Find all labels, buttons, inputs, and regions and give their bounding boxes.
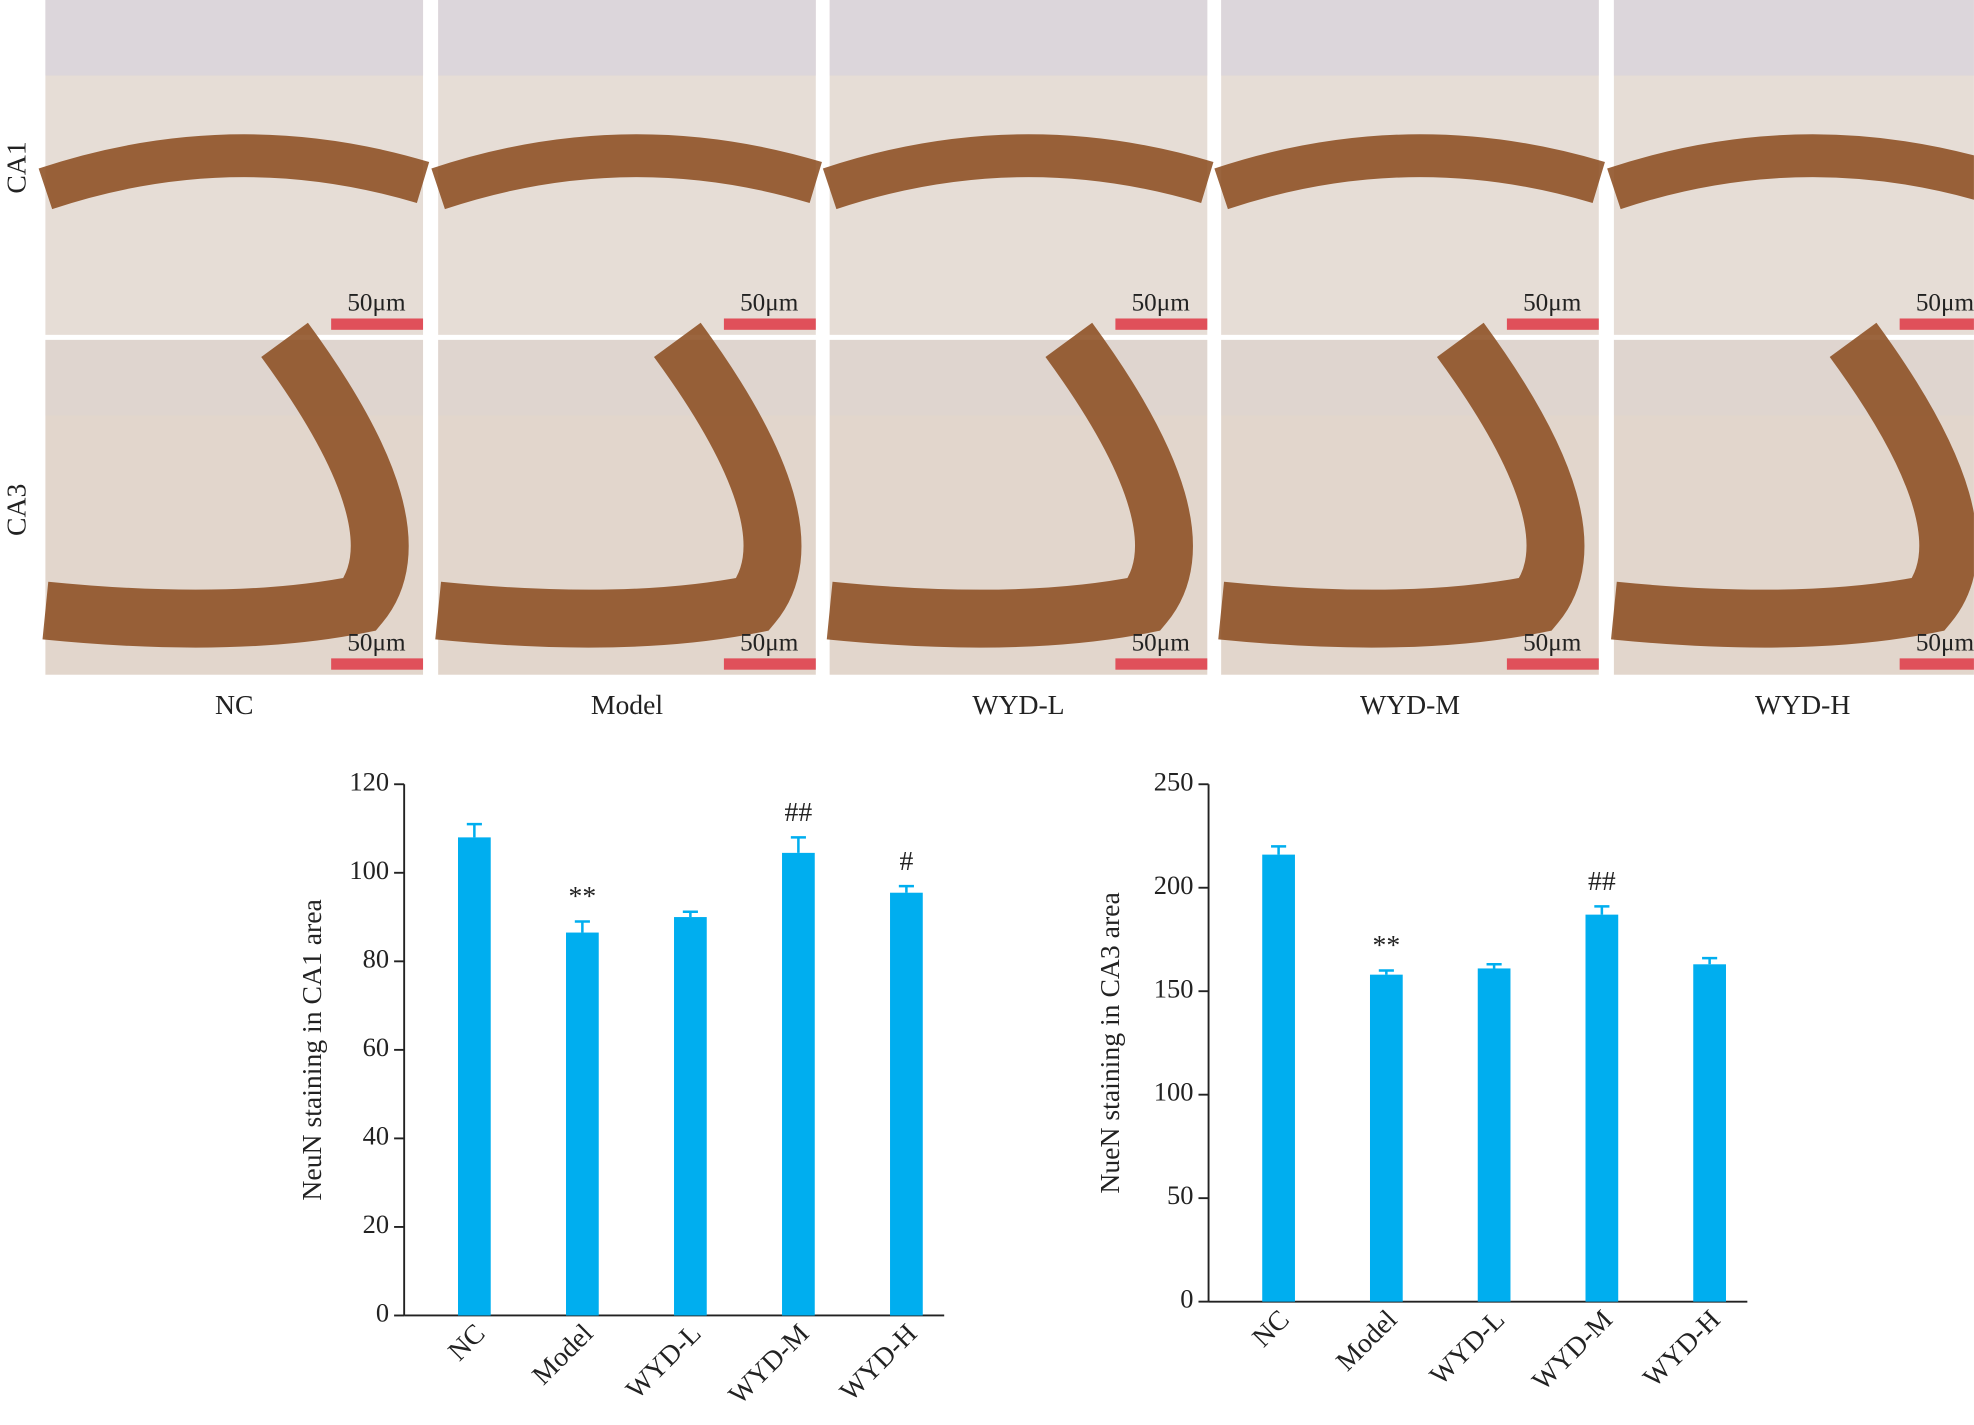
x-tick-label: WYD-M <box>1526 1304 1619 1397</box>
scale-bar-label: 50μm <box>347 289 406 316</box>
cell-layer <box>822 134 1214 210</box>
x-tick-label: WYD-H <box>833 1317 922 1406</box>
micrographs: 50μm 50μm 50μm 50μm 50μm 50μm 50μm 50μm 50μm 50μm <box>38 0 1974 675</box>
y-tick-label: 150 <box>1154 973 1194 1003</box>
y-axis-label: NueN staining in CA3 area <box>1094 892 1125 1193</box>
scale-bar <box>723 658 816 670</box>
scale-bar <box>1899 658 1974 670</box>
scale-bar <box>1115 658 1208 670</box>
micrograph-top <box>829 339 1208 416</box>
cell-layer <box>1607 134 1974 210</box>
y-tick-label: 60 <box>363 1032 389 1062</box>
micrograph-top <box>829 0 1208 76</box>
bar <box>1477 968 1511 1302</box>
y-tick-label: 120 <box>349 766 389 796</box>
bar <box>782 852 815 1316</box>
micrograph-top <box>45 339 424 416</box>
cell-layer <box>1611 322 1974 648</box>
error-bar <box>466 822 482 838</box>
error-bar <box>1271 845 1287 855</box>
x-tick-label: NC <box>442 1317 491 1366</box>
column-label: Model <box>591 689 664 720</box>
cell-layer <box>1214 134 1605 210</box>
column-label: WYD-L <box>972 689 1064 720</box>
scale-bar <box>1899 318 1974 330</box>
scale-bar <box>1506 658 1599 670</box>
scale-bar-label: 50μm <box>740 629 799 656</box>
significance-mark: ** <box>569 880 597 911</box>
scale-bar-label: 50μm <box>1916 629 1974 656</box>
scale-bar-label: 50μm <box>1523 289 1582 316</box>
x-tick-label: WYD-L <box>620 1317 707 1404</box>
bar <box>458 837 491 1316</box>
scale-bar-label: 50μm <box>1916 289 1974 316</box>
micrograph-top <box>1613 0 1974 76</box>
bar <box>674 917 707 1316</box>
scale-bar-label: 50μm <box>1132 629 1191 656</box>
error-bar <box>790 836 806 853</box>
x-tick-label: WYD-L <box>1423 1304 1510 1391</box>
y-tick-label: 100 <box>349 855 389 885</box>
scale-bar <box>1115 318 1208 330</box>
column-label: WYD-M <box>1360 689 1460 720</box>
row-label: CA3 <box>0 484 31 536</box>
bar <box>1585 914 1619 1302</box>
x-tick-label: WYD-H <box>1637 1304 1726 1393</box>
y-tick-label: 200 <box>1154 870 1194 900</box>
x-tick-label: Model <box>526 1317 599 1390</box>
micrograph-top <box>438 0 816 76</box>
x-tick-label: Model <box>1330 1303 1403 1376</box>
significance-mark: ## <box>1588 865 1616 896</box>
error-bar <box>574 920 590 933</box>
scale-bar <box>1506 318 1599 330</box>
micrograph-top <box>1221 339 1599 416</box>
error-bar <box>898 884 914 893</box>
scale-bar <box>331 318 424 330</box>
cell-layer <box>38 134 430 210</box>
y-tick-label: 20 <box>363 1209 389 1239</box>
micrograph-top <box>45 0 424 76</box>
error-bar <box>1486 963 1502 969</box>
column-label: WYD-H <box>1755 689 1850 720</box>
y-tick-label: 250 <box>1154 766 1194 796</box>
micrograph-top <box>438 339 816 416</box>
y-tick-label: 40 <box>363 1120 389 1150</box>
y-tick-label: 0 <box>1180 1284 1193 1314</box>
scale-bar <box>331 658 424 670</box>
scale-bar-label: 50μm <box>740 289 799 316</box>
error-bar <box>1702 956 1718 965</box>
y-tick-label: 50 <box>1167 1180 1193 1210</box>
bar <box>566 932 599 1316</box>
scale-bar-label: 50μm <box>1523 629 1582 656</box>
error-bar <box>1594 905 1610 915</box>
cell-layer <box>826 322 1193 648</box>
cell-layer <box>431 134 822 210</box>
scale-bar-label: 50μm <box>347 629 406 656</box>
cell-layer <box>1218 322 1585 648</box>
bar <box>1369 974 1403 1302</box>
x-tick-label: NC <box>1246 1304 1295 1353</box>
row-label: CA1 <box>0 141 31 193</box>
scale-bar-label: 50μm <box>1132 289 1191 316</box>
scale-bar <box>723 318 816 330</box>
error-bar <box>682 910 698 918</box>
bar <box>1262 854 1295 1302</box>
bar <box>890 892 923 1316</box>
y-axis-label: NeuN staining in CA1 area <box>296 899 327 1200</box>
y-tick-label: 80 <box>363 943 389 973</box>
micrograph-top <box>1221 0 1599 76</box>
bar <box>1693 964 1726 1302</box>
error-bar <box>1378 969 1394 975</box>
x-tick-label: WYD-M <box>722 1317 815 1410</box>
column-label: NC <box>215 689 253 720</box>
cell-layer <box>42 322 409 648</box>
significance-mark: # <box>899 845 913 876</box>
y-tick-label: 0 <box>376 1298 389 1328</box>
significance-mark: ** <box>1373 929 1401 960</box>
cell-layer <box>435 322 802 648</box>
significance-mark: ## <box>785 796 813 827</box>
y-tick-label: 100 <box>1154 1077 1194 1107</box>
